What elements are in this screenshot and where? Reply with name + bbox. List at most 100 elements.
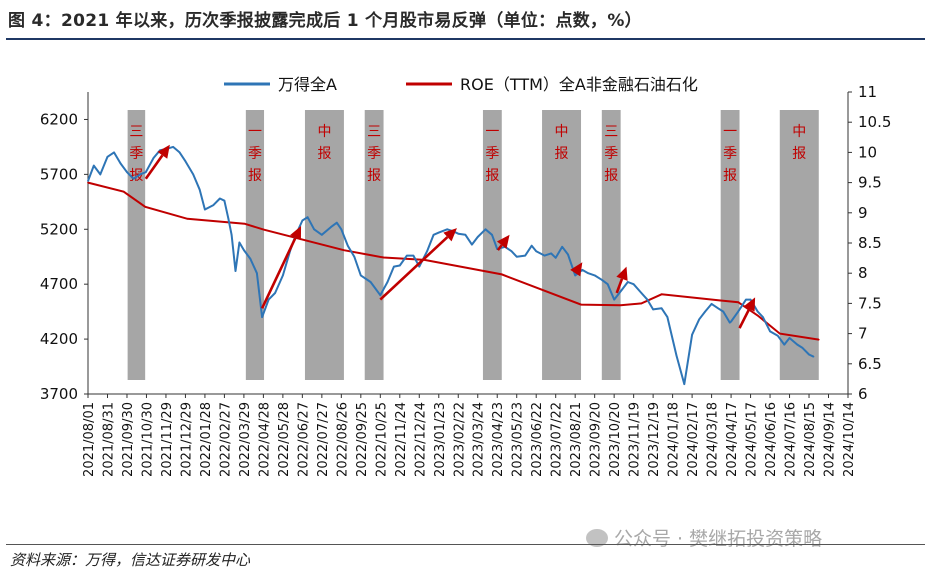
- right-tick-label: 7: [858, 325, 868, 343]
- x-tick-label: 2024/05/17: [745, 402, 760, 477]
- index-point: [543, 254, 546, 257]
- index-point: [437, 231, 440, 234]
- x-tick-label: 2023/04/23: [491, 402, 506, 477]
- index-point: [234, 270, 237, 272]
- report-band-1: [245, 110, 265, 380]
- index-point: [737, 310, 740, 313]
- index-point: [145, 171, 147, 173]
- index-point: [386, 281, 389, 283]
- right-tick-label: 8: [858, 264, 868, 282]
- watermark: 公众号 · 樊继拓投资策略: [586, 524, 822, 551]
- index-point: [99, 173, 102, 176]
- report-band-3: [364, 110, 384, 380]
- axes: 3700 4200 4700 5200 5700 6200 6 6.5 7 7.5 8 8.5 9 9.5…: [40, 83, 892, 477]
- right-tick-label: 6.5: [858, 355, 882, 373]
- x-tick-label: 2022/05/28: [277, 402, 292, 477]
- index-point: [238, 241, 241, 244]
- report-band-label: 三: [129, 124, 143, 140]
- index-point: [801, 347, 804, 349]
- roe-point: [640, 302, 643, 305]
- index-point: [321, 233, 323, 236]
- index-point: [704, 310, 706, 313]
- index-point: [515, 255, 518, 258]
- left-tick-label: 3700: [40, 385, 78, 403]
- index-point: [230, 233, 233, 236]
- index-point: [646, 298, 649, 301]
- report-band-label: 报: [792, 146, 806, 162]
- left-tick-label: 5200: [40, 220, 78, 238]
- report-band-label: 报: [367, 168, 381, 184]
- report-band-label: 季: [367, 146, 381, 162]
- roe-point: [186, 218, 189, 220]
- index-point: [587, 272, 589, 275]
- rebound-arrowhead-4: [570, 262, 583, 277]
- index-point: [227, 217, 230, 220]
- index-point: [398, 264, 401, 267]
- index-point: [621, 288, 623, 291]
- index-point: [574, 274, 576, 277]
- index-point: [335, 221, 338, 224]
- x-tick-label: 2021/09/30: [121, 402, 136, 477]
- report-band-label: 报: [604, 168, 618, 184]
- index-point: [313, 228, 315, 231]
- index-point: [243, 249, 245, 251]
- index-point: [730, 320, 732, 323]
- index-point: [601, 278, 603, 281]
- watermark-text: 公众号 · 樊继拓投资策略: [614, 528, 823, 550]
- index-point: [675, 354, 678, 357]
- index-point: [212, 204, 215, 206]
- index-point: [660, 307, 663, 310]
- report-band-label: 报: [555, 146, 569, 162]
- index-point: [640, 292, 643, 294]
- rebound-arrowhead-3: [496, 234, 510, 249]
- left-tick-label: 5700: [40, 165, 78, 183]
- x-tick-label: 2022/06/27: [296, 402, 311, 477]
- report-band-label: 一: [248, 124, 262, 140]
- index-point: [581, 269, 584, 271]
- index-point: [192, 173, 195, 176]
- index-point: [353, 255, 356, 258]
- index-point: [812, 355, 815, 358]
- index-point: [330, 226, 332, 228]
- roe-point: [778, 332, 781, 335]
- x-tick-label: 2021/11/29: [160, 402, 175, 477]
- left-tick-label: 4200: [40, 330, 78, 348]
- roe-point: [660, 293, 663, 296]
- index-point: [282, 274, 284, 277]
- index-point: [484, 228, 487, 231]
- index-point: [412, 254, 415, 257]
- index-point: [93, 164, 95, 167]
- x-tick-label: 2021/08/01: [82, 402, 97, 477]
- x-tick-label: 2022/12/24: [413, 402, 428, 477]
- index-point: [126, 171, 128, 173]
- index-point: [172, 146, 174, 148]
- index-point: [593, 274, 596, 277]
- x-tick-label: 2022/04/28: [257, 402, 272, 477]
- rebound-arrowhead-2: [443, 228, 457, 242]
- roe-series: [87, 181, 820, 341]
- roe-point: [500, 273, 503, 276]
- report-band-label: 季: [604, 146, 618, 162]
- index-point: [554, 257, 557, 259]
- index-point: [745, 298, 747, 301]
- index-point: [510, 250, 513, 253]
- index-point: [550, 252, 552, 255]
- index-point: [152, 157, 155, 159]
- report-band-7: [720, 110, 740, 380]
- x-tick-label: 2023/05/23: [511, 402, 526, 477]
- index-point: [393, 265, 395, 268]
- index-point: [432, 233, 435, 236]
- report-band-label: 报: [723, 168, 737, 184]
- bottom-rule: [6, 544, 925, 545]
- index-point: [666, 316, 669, 318]
- index-point: [406, 254, 408, 257]
- report-band-label: 中: [317, 124, 331, 140]
- x-tick-label: 2023/06/22: [530, 402, 545, 477]
- index-point: [710, 303, 713, 305]
- rebound-arrowhead-6: [743, 297, 756, 312]
- index-point: [347, 244, 349, 247]
- x-tick-label: 2023/08/21: [569, 402, 584, 477]
- roe-point: [718, 299, 721, 302]
- rebound-arrowhead-5: [616, 266, 628, 281]
- index-point: [360, 274, 362, 277]
